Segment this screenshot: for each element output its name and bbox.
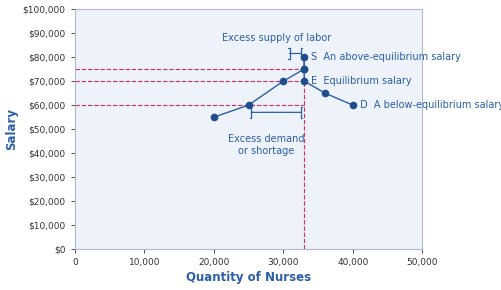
X-axis label: Quantity of Nurses: Quantity of Nurses xyxy=(185,271,311,284)
Text: Excess supply of labor: Excess supply of labor xyxy=(221,33,330,43)
Text: Excess demand
or shortage: Excess demand or shortage xyxy=(227,134,304,155)
Y-axis label: Salary: Salary xyxy=(6,108,19,150)
Text: E  Equilibrium salary: E Equilibrium salary xyxy=(311,76,411,86)
Text: D  A below-equilibrium salary: D A below-equilibrium salary xyxy=(359,100,501,110)
Text: S  An above-equilibrium salary: S An above-equilibrium salary xyxy=(311,52,460,62)
